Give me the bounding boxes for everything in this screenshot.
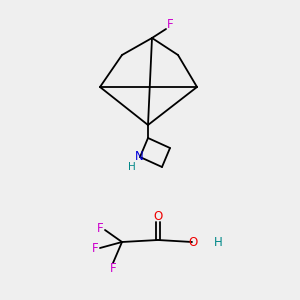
Text: F: F: [110, 262, 116, 275]
Text: O: O: [153, 211, 163, 224]
Text: F: F: [97, 223, 103, 236]
Text: H: H: [214, 236, 222, 248]
Text: H: H: [128, 162, 136, 172]
Text: O: O: [188, 236, 198, 248]
Text: F: F: [92, 242, 98, 254]
Text: F: F: [167, 19, 173, 32]
Text: N: N: [135, 151, 143, 164]
